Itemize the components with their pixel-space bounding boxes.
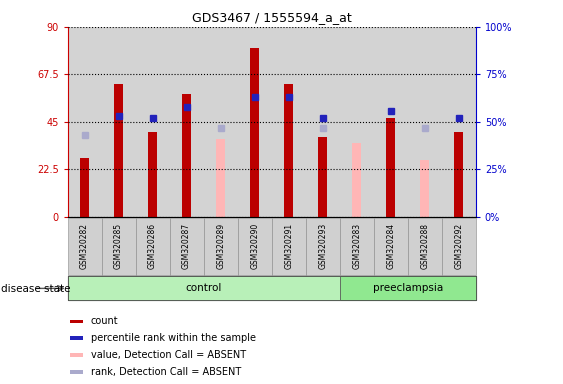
Bar	[136, 27, 169, 217]
Bar	[238, 27, 271, 217]
Text: count: count	[91, 316, 118, 326]
Bar	[271, 218, 306, 275]
Bar	[136, 218, 169, 275]
Text: control: control	[185, 283, 222, 293]
Bar	[251, 48, 259, 217]
Bar	[339, 218, 374, 275]
Bar	[204, 27, 238, 217]
Bar	[319, 137, 327, 217]
Text: preeclampsia: preeclampsia	[373, 283, 443, 293]
Bar	[339, 27, 374, 217]
Text: GSM320288: GSM320288	[420, 223, 429, 269]
Bar	[408, 218, 442, 275]
Bar	[70, 319, 83, 323]
Bar	[68, 218, 101, 275]
Bar	[169, 218, 204, 275]
Text: GSM320286: GSM320286	[148, 223, 157, 269]
Text: rank, Detection Call = ABSENT: rank, Detection Call = ABSENT	[91, 367, 241, 377]
Text: GSM320287: GSM320287	[182, 223, 191, 269]
Bar	[442, 218, 476, 275]
Text: GSM320282: GSM320282	[80, 223, 89, 269]
Bar	[70, 336, 83, 340]
Bar	[238, 218, 271, 275]
Bar	[352, 143, 361, 217]
Text: GSM320293: GSM320293	[318, 223, 327, 269]
Bar	[169, 27, 204, 217]
Text: GSM320285: GSM320285	[114, 223, 123, 269]
Bar	[68, 276, 339, 300]
Text: GSM320292: GSM320292	[454, 223, 463, 269]
Bar	[271, 27, 306, 217]
Bar	[442, 27, 476, 217]
Bar	[306, 218, 339, 275]
Bar	[70, 370, 83, 374]
Bar	[374, 218, 408, 275]
Bar	[216, 139, 225, 217]
Text: value, Detection Call = ABSENT: value, Detection Call = ABSENT	[91, 350, 245, 360]
Bar	[182, 94, 191, 217]
Text: GSM320289: GSM320289	[216, 223, 225, 269]
Text: percentile rank within the sample: percentile rank within the sample	[91, 333, 256, 343]
Bar	[454, 132, 463, 217]
Bar	[204, 218, 238, 275]
Bar	[408, 27, 442, 217]
Bar	[374, 27, 408, 217]
Bar	[386, 118, 395, 217]
Bar	[81, 158, 89, 217]
Bar	[68, 27, 101, 217]
Bar	[101, 27, 136, 217]
Text: GSM320284: GSM320284	[386, 223, 395, 269]
Bar	[70, 353, 83, 357]
Bar	[284, 84, 293, 217]
Text: GSM320291: GSM320291	[284, 223, 293, 269]
Text: GSM320290: GSM320290	[250, 223, 259, 269]
Bar	[101, 218, 136, 275]
Bar	[339, 276, 476, 300]
Bar	[81, 158, 89, 217]
Bar	[306, 27, 339, 217]
Bar	[421, 160, 429, 217]
Text: GSM320283: GSM320283	[352, 223, 361, 269]
Text: disease state: disease state	[1, 284, 70, 294]
Title: GDS3467 / 1555594_a_at: GDS3467 / 1555594_a_at	[192, 11, 351, 24]
Bar	[114, 84, 123, 217]
Bar	[148, 132, 157, 217]
